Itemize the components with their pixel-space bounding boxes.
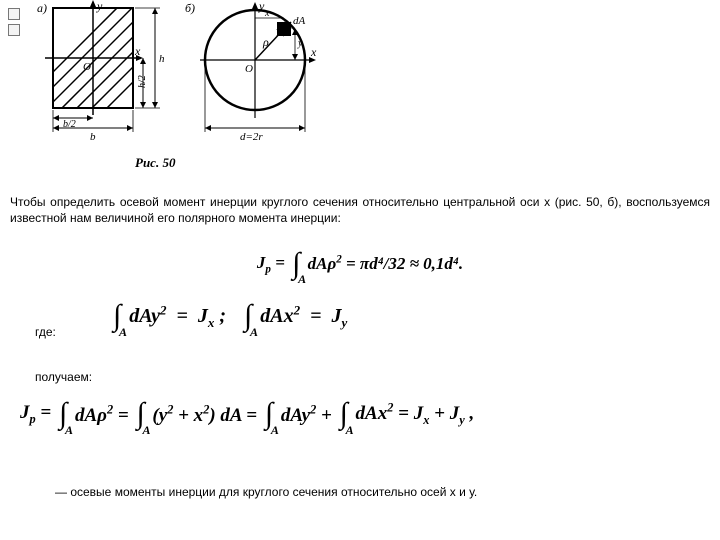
bullet-box [8,8,20,20]
svg-text:b/2: b/2 [63,119,76,130]
svg-text:y: y [258,0,265,13]
svg-text:x: x [134,44,141,58]
label-obtain: получаем: [35,370,92,384]
paragraph-intro: Чтобы определить осевой момент инерции к… [10,195,710,226]
figure-50: а) y x O h h/2 [35,0,345,155]
label-a: а) [37,1,47,15]
svg-text:h: h [159,53,165,65]
svg-text:x: x [264,8,270,19]
equation-jx-jy-def: ∫A dAy2 = Jx ; ∫A dAx2 = Jy [110,302,347,331]
figure-svg: а) y x O h h/2 [35,0,345,150]
rect-section: а) y x O h h/2 [35,0,215,143]
svg-text:x: x [310,45,317,59]
svg-text:O: O [83,61,91,73]
svg-text:y: y [297,38,303,49]
slide-bullets [8,8,20,40]
svg-text:O: O [245,63,253,75]
equation-jp-expansion: Jp = ∫A dAρ2 = ∫A (y2 + x2) dA = ∫A dAy2… [20,400,710,429]
label-where: где: [35,325,56,339]
circle-section: б) y x O ρ dA x y d=2r [185,0,317,143]
paragraph-conclusion: — осевые моменты инерции для круглого се… [55,485,695,499]
figure-caption: Рис. 50 [135,155,175,171]
svg-text:b: b [90,131,96,143]
svg-text:y: y [96,0,103,13]
svg-text:ρ: ρ [262,35,269,49]
svg-text:d=2r: d=2r [240,131,263,143]
svg-text:dA: dA [293,15,306,27]
bullet-box [8,24,20,36]
equation-polar-moment: Jp = ∫A dAρ2 = πd⁴/32 ≈ 0,1d⁴. [0,250,720,278]
svg-text:h/2: h/2 [137,75,148,88]
label-b: б) [185,1,195,15]
